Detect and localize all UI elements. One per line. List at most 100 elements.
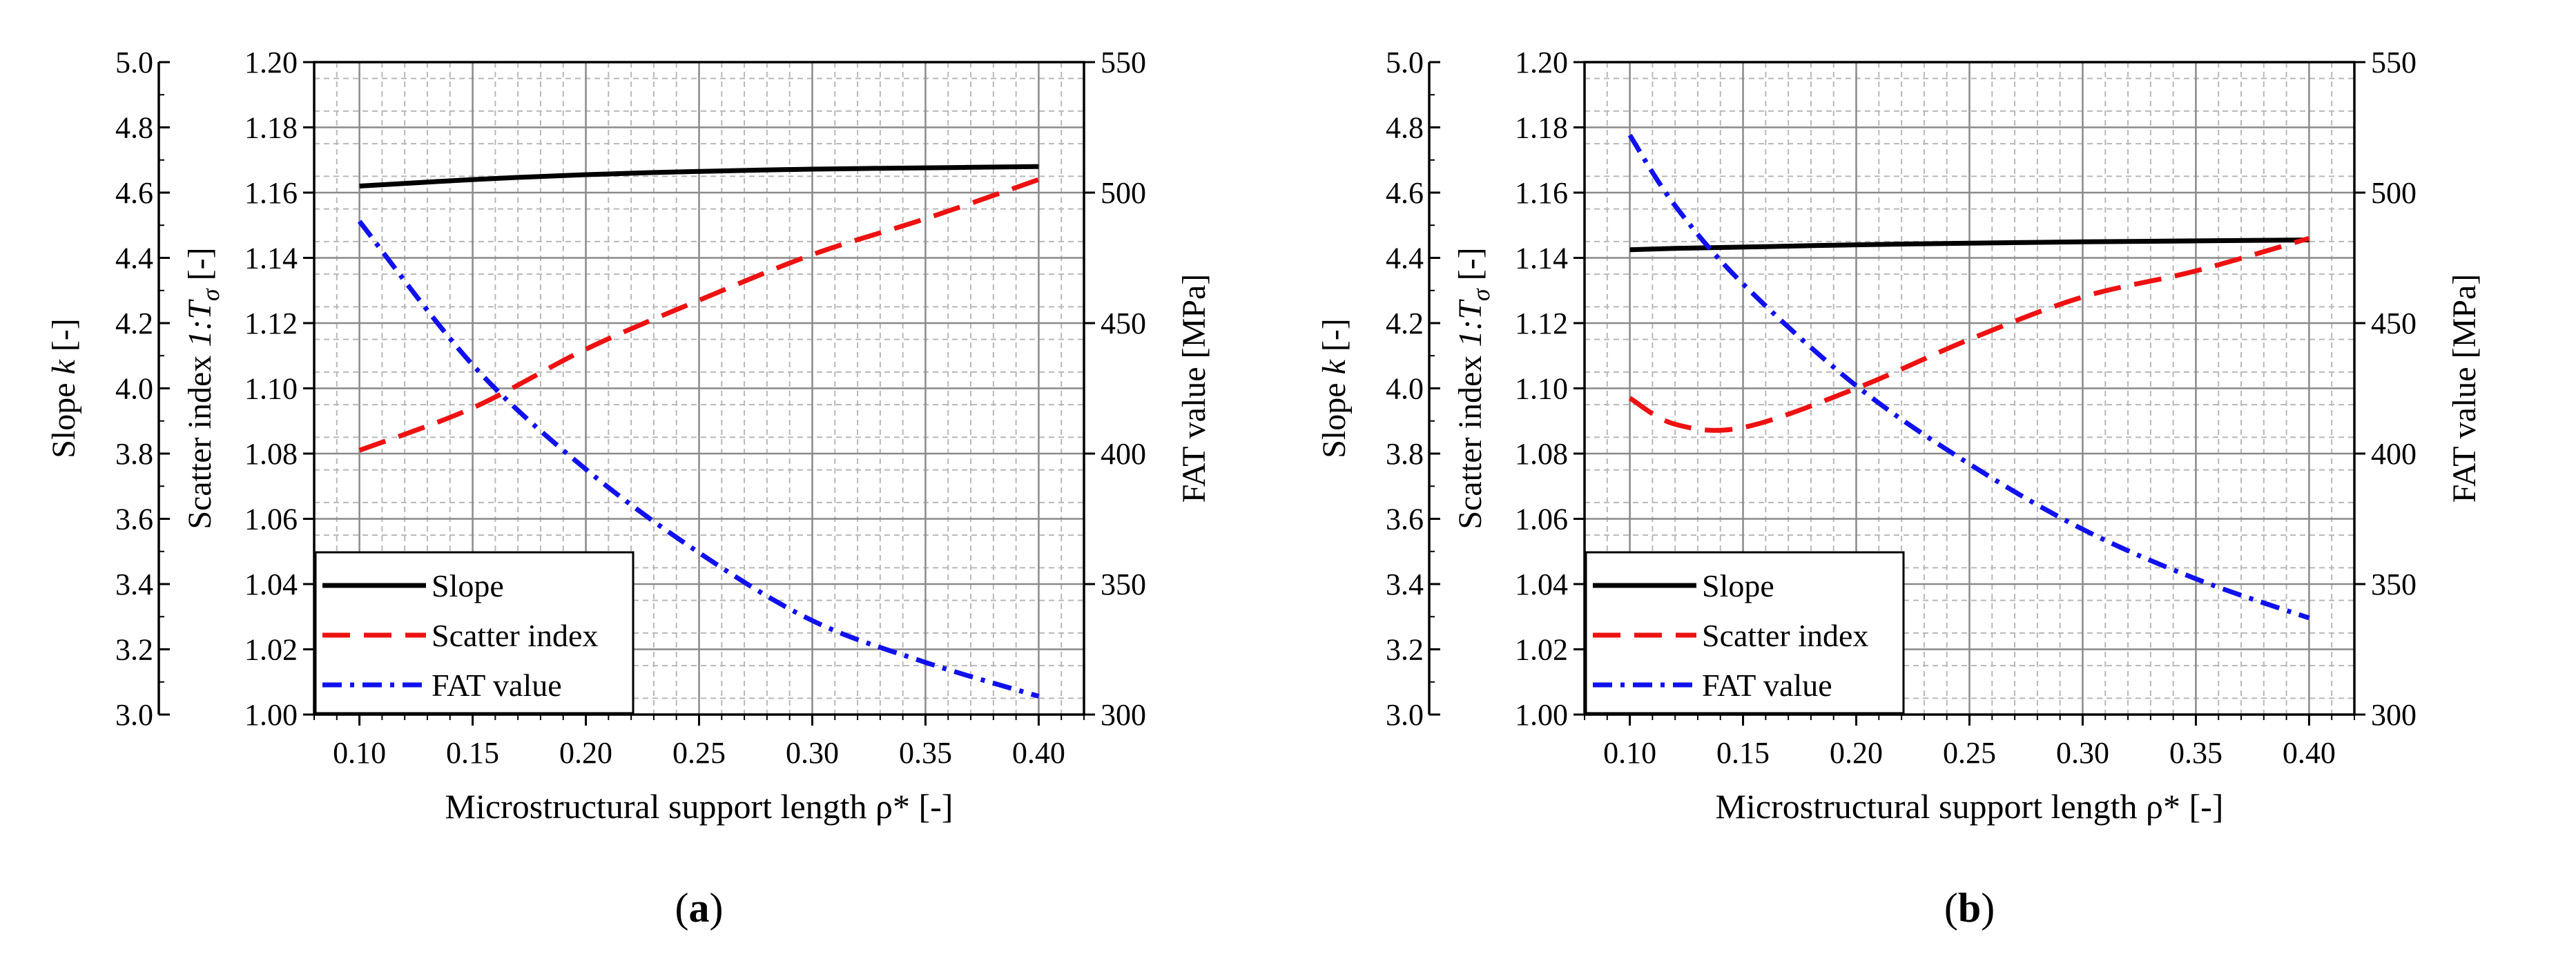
series-line-scatter-index	[1628, 235, 2310, 433]
slope-tick-label: 4.6	[1386, 176, 1424, 210]
x-tick-label: 0.40	[2283, 736, 2336, 770]
fat-tick-label: 550	[2371, 46, 2417, 79]
slope-tick-label: 4.8	[115, 111, 153, 145]
series-line-fat-value	[1627, 133, 2310, 621]
slope-tick-label: 3.4	[115, 568, 153, 601]
slope-tick-label: 3.4	[1386, 568, 1424, 601]
slope-axis-title: Slope k [-]	[46, 318, 82, 458]
x-tick-label: 0.35	[899, 736, 952, 770]
scatter-tick-label: 1.12	[1515, 307, 1568, 340]
fat-tick-label: 500	[1101, 176, 1146, 210]
scatter-tick-label: 1.16	[244, 176, 298, 210]
slope-axis-title-var: k	[1316, 358, 1353, 374]
chart-b-svg: 0.10 0.15 0.20 0.25 0.30 0.35 0.40 1.00 1.02 1.04…	[1316, 46, 2483, 931]
panel-label-letter: a	[689, 885, 710, 931]
scatter-axis-title: Scatter index 1:Tσ [-]	[182, 247, 224, 529]
x-tick-label: 0.25	[1943, 736, 1996, 770]
scatter-tick-label: 1.20	[1515, 46, 1568, 79]
legend-label: FAT value	[432, 668, 562, 703]
scatter-tick-label: 1.14	[1515, 242, 1568, 275]
scatter-tick-label: 1.00	[1515, 698, 1568, 732]
fat-tick-label: 450	[2371, 307, 2417, 340]
slope-tick-label: 3.8	[1386, 437, 1424, 471]
chart-panel-b: 0.10 0.15 0.20 0.25 0.30 0.35 0.40 1.00 1.02 1.04…	[1270, 0, 2576, 970]
fat-tick-label: 550	[1101, 46, 1146, 79]
slope-axis-title-prefix: Slope	[46, 374, 82, 458]
fat-axis-title: FAT value [MPa]	[1176, 274, 1212, 503]
legend-label: Scatter index	[432, 618, 598, 653]
scatter-tick-label: 1.08	[1515, 437, 1568, 471]
scatter-tick-label: 1.00	[244, 698, 298, 732]
x-tick-label: 0.10	[333, 736, 386, 770]
slope-tick-label: 3.0	[115, 698, 153, 732]
slope-tick-label: 3.2	[115, 633, 153, 667]
series-line-slope	[1629, 237, 2309, 253]
slope-tick-label: 4.2	[1386, 307, 1424, 340]
fat-tick-label: 450	[1101, 307, 1146, 340]
scatter-axis-title-var: 1:T	[1452, 299, 1489, 347]
panel-label-open: (	[1944, 885, 1958, 931]
scatter-axis-title: Scatter index 1:Tσ [-]	[1452, 247, 1495, 529]
fat-tick-label: 500	[2371, 176, 2417, 210]
panel-label: (b)	[1944, 885, 1995, 931]
panel-label-close: )	[710, 885, 724, 931]
major-grid	[1585, 62, 2354, 715]
fat-tick-label: 300	[2371, 698, 2417, 732]
scatter-axis-title-prefix: Scatter index	[182, 347, 218, 530]
scatter-tick-label: 1.18	[1515, 111, 1568, 145]
legend-label: Slope	[432, 568, 504, 603]
slope-tick-label: 4.4	[1386, 242, 1424, 275]
slope-tick-label: 4.4	[115, 242, 153, 275]
slope-axis-title: Slope k [-]	[1316, 318, 1353, 458]
x-tick-label: 0.40	[1012, 736, 1065, 770]
scatter-axis-title-suffix: [-]	[182, 247, 218, 289]
legend-label: Scatter index	[1702, 618, 1868, 653]
x-axis-title: Microstructural support length ρ* [-]	[1716, 787, 2224, 826]
x-tick-label: 0.30	[786, 736, 839, 770]
slope-tick-label: 5.0	[115, 46, 153, 79]
fat-tick-label: 350	[2371, 568, 2417, 601]
scatter-axis-title-prefix: Scatter index	[1452, 347, 1489, 530]
scatter-tick-label: 1.18	[244, 111, 298, 145]
slope-tick-label: 4.6	[115, 176, 153, 210]
scatter-tick-label: 1.12	[244, 307, 298, 340]
x-tick-label: 0.10	[1603, 736, 1656, 770]
x-tick-label: 0.20	[1830, 736, 1883, 770]
panel-label-letter: b	[1958, 885, 1981, 931]
slope-tick-label: 3.6	[1386, 503, 1424, 536]
x-tick-label: 0.25	[672, 736, 726, 770]
panel-label-close: )	[1981, 885, 1995, 931]
slope-tick-label: 4.8	[1386, 111, 1424, 145]
slope-tick-label: 5.0	[1386, 46, 1424, 79]
x-tick-label: 0.15	[446, 736, 499, 770]
fat-tick-label: 300	[1101, 698, 1146, 732]
legend-label: FAT value	[1702, 668, 1832, 703]
panel-label: (a)	[675, 885, 724, 931]
panel-label-open: (	[675, 885, 689, 931]
scatter-tick-label: 1.08	[244, 437, 298, 471]
x-tick-label: 0.15	[1716, 736, 1770, 770]
scatter-tick-label: 1.16	[1515, 176, 1568, 210]
slope-tick-label: 4.2	[115, 307, 153, 340]
series-line-slope	[359, 164, 1039, 188]
x-tick-label: 0.30	[2056, 736, 2109, 770]
scatter-tick-label: 1.02	[244, 633, 298, 667]
chart-panel-a: 0.10 0.15 0.20 0.25 0.30 0.35 0.40 1.00 1.02 1.04…	[46, 46, 1212, 931]
legend-label: Slope	[1702, 568, 1774, 603]
scatter-tick-label: 1.04	[1515, 568, 1568, 601]
slope-tick-label: 3.0	[1386, 698, 1424, 732]
scatter-tick-label: 1.20	[244, 46, 298, 79]
fat-tick-label: 400	[1101, 437, 1146, 471]
scatter-tick-label: 1.06	[244, 503, 298, 536]
x-tick-label: 0.35	[2169, 736, 2222, 770]
scatter-tick-label: 1.06	[1515, 503, 1568, 536]
scatter-axis-title-var: 1:T	[182, 299, 218, 347]
fat-axis-title: FAT value [MPa]	[2446, 274, 2483, 503]
scatter-tick-label: 1.10	[244, 372, 298, 406]
scatter-axis-title-sub: σ	[1467, 288, 1495, 301]
slope-axis-title-suffix: [-]	[1316, 318, 1353, 360]
scatter-tick-label: 1.14	[244, 242, 298, 275]
chart-a-svg: 0.10 0.15 0.20 0.25 0.30 0.35 0.40 1.00 1.02 1.04…	[46, 46, 1212, 931]
series-line-fat-value	[357, 220, 1040, 699]
fat-tick-label: 400	[2371, 437, 2417, 471]
